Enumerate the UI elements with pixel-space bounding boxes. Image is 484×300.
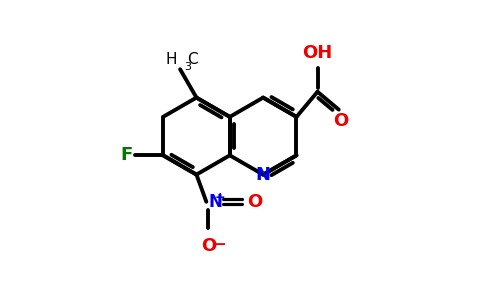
Text: N: N [256,166,271,184]
Text: 3: 3 [184,62,191,72]
Text: +: + [214,190,225,204]
Text: O: O [333,112,348,130]
Text: H: H [166,52,177,67]
Text: C: C [187,52,197,67]
Text: OH: OH [302,44,333,62]
Text: −: − [213,237,226,252]
Text: O: O [247,193,262,211]
Text: O: O [201,237,216,255]
Text: N: N [208,193,222,211]
Text: F: F [120,146,132,164]
